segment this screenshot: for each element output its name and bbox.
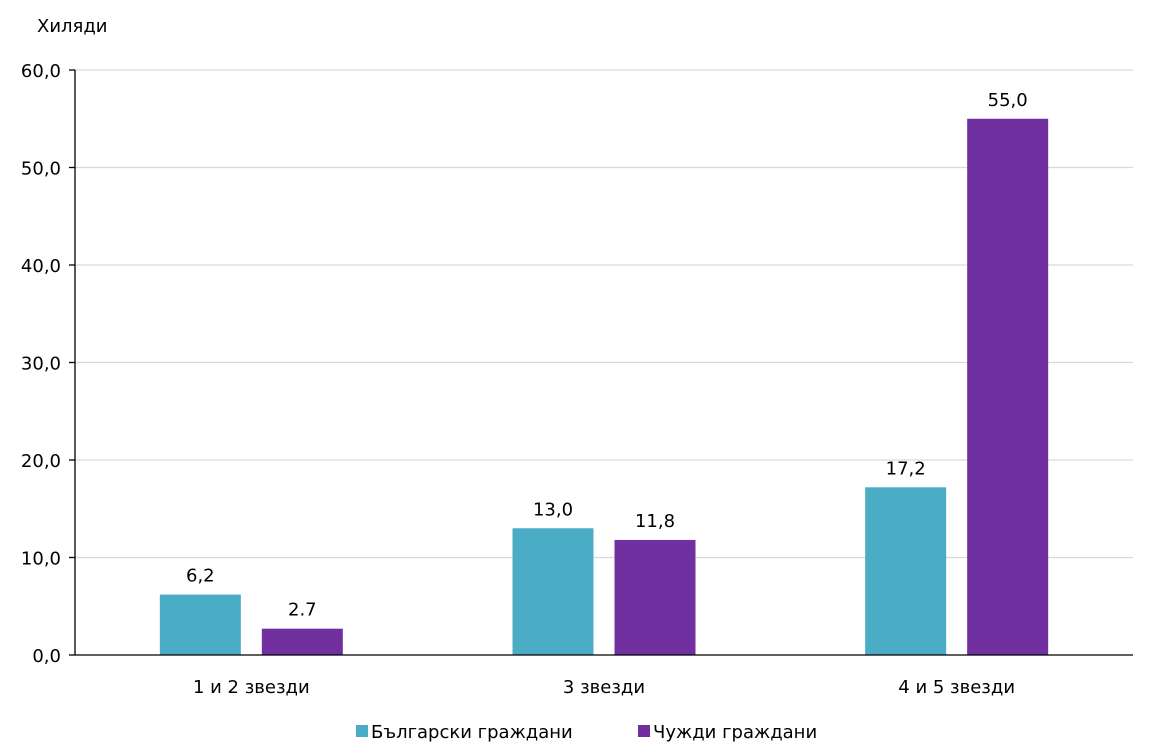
data-label: 55,0 — [988, 90, 1028, 111]
legend-swatch — [638, 725, 650, 737]
bar — [614, 539, 696, 655]
x-category-label: 3 звезди — [563, 677, 645, 698]
x-axis-category-labels: 1 и 2 звезди 3 звезди 4 и 5 звезди — [193, 677, 1015, 698]
bar — [512, 528, 594, 655]
data-label: 11,8 — [635, 511, 675, 532]
y-tick-label: 50,0 — [21, 159, 61, 180]
data-label: 6,2 — [186, 566, 215, 587]
y-axis-unit-label: Хиляди — [37, 16, 108, 37]
data-label: 17,2 — [886, 458, 926, 479]
legend-label: Български граждани — [371, 722, 573, 743]
x-category-label: 4 и 5 звезди — [898, 677, 1015, 698]
legend: Български граждани Чужди граждани — [356, 722, 817, 743]
y-tick-label: 30,0 — [21, 354, 61, 375]
y-tick-label: 10,0 — [21, 549, 61, 570]
bar — [261, 628, 343, 655]
x-category-label: 1 и 2 звезди — [193, 677, 310, 698]
bar — [967, 118, 1049, 655]
data-label: 13,0 — [533, 499, 573, 520]
data-labels: 6,2 2.7 13,0 11,8 17,2 55,0 — [186, 90, 1028, 621]
bar — [865, 487, 947, 655]
bar — [159, 594, 241, 655]
y-axis-ticks: 0,0 10,0 20,0 30,0 40,0 50,0 60,0 — [21, 61, 75, 667]
bars — [159, 118, 1049, 655]
y-tick-label: 40,0 — [21, 256, 61, 277]
y-tick-label: 20,0 — [21, 451, 61, 472]
data-label: 2.7 — [288, 600, 317, 621]
gridlines — [75, 69, 1133, 559]
y-tick-label: 0,0 — [32, 646, 61, 667]
y-tick-label: 60,0 — [21, 61, 61, 82]
legend-label: Чужди граждани — [653, 722, 817, 743]
legend-swatch — [356, 725, 368, 737]
